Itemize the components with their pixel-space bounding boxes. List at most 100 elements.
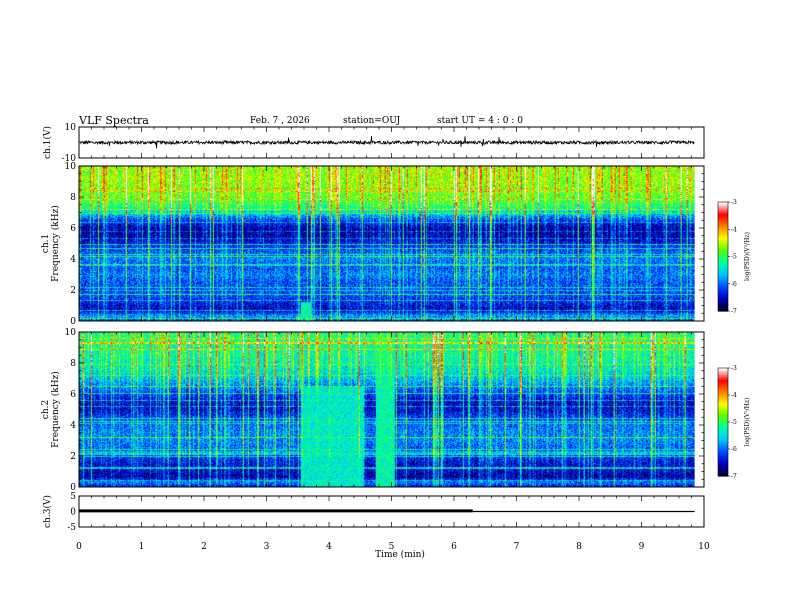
colorbar-segment [718, 265, 728, 268]
ch2-spectrogram-ytick-label: 0 [70, 483, 76, 493]
colorbar-segment [718, 234, 728, 238]
colorbar-segment [718, 465, 728, 468]
colorbar-segment [718, 294, 728, 298]
colorbar-segment [718, 402, 728, 405]
colorbar-tick-label: -5 [731, 254, 737, 261]
colorbar-segment [718, 261, 728, 265]
ch2-spectrogram-ytick-label: 10 [65, 328, 77, 338]
time-tick-label: 10 [698, 542, 710, 552]
ch2-spectrogram-ylabel-channel: ch.2 [41, 400, 51, 419]
ch3-ytick-label: 0 [70, 508, 76, 518]
ch3-level-line [79, 509, 695, 513]
colorbar-label: log(PSD)(V²/Hz) [744, 232, 751, 281]
colorbar-label: log(PSD)(V²/Hz) [744, 398, 751, 447]
colorbar-segment [718, 459, 728, 463]
ch3-axes: 5 0 -5 ch.3(V) [42, 492, 705, 533]
colorbar-segment [718, 231, 728, 234]
colorbar-segment [718, 202, 728, 205]
colorbar-segment [718, 393, 728, 396]
colorbar-segment [718, 243, 728, 247]
colorbar-segment [718, 285, 728, 288]
colorbar-segment [718, 303, 728, 307]
colorbar-segment [718, 205, 728, 209]
colorbar-segment [718, 212, 728, 216]
ch1-ytick-label: 10 [65, 123, 77, 133]
colorbar-segment [718, 449, 728, 452]
colorbar-segment [718, 292, 728, 296]
colorbar-segment [718, 461, 728, 464]
colorbar-segment [718, 271, 728, 274]
ch1-axes: 10 -10 ch.1(V) [42, 123, 705, 164]
colorbar-segment [718, 450, 728, 454]
colorbar-segment [718, 438, 728, 441]
time-axis-label: Time (min) [375, 549, 425, 560]
colorbar-segment [718, 296, 728, 299]
ch1-spectrogram-panel: 0 2 4 6 8 10 ch.1 Frequency (kHz) [41, 162, 705, 327]
time-tick-label: 5 [389, 542, 395, 552]
time-tick-label: 9 [639, 542, 645, 552]
colorbar-segment [718, 427, 728, 430]
colorbar-segment [718, 281, 728, 285]
colorbar-segment [718, 429, 728, 432]
colorbar-segment [718, 458, 728, 461]
ch1-panel: 10 -10 ch.1(V) [42, 123, 705, 164]
time-tick-label: 1 [139, 542, 145, 552]
ch3-ytick-label: -5 [67, 523, 76, 533]
colorbar-segment [718, 301, 728, 305]
colorbar-segment [718, 456, 728, 459]
colorbar-segment [718, 240, 728, 243]
time-tick-label: 3 [264, 542, 270, 552]
colorbar-segment [718, 227, 728, 230]
colorbar-segment [718, 307, 728, 310]
colorbar-segment [718, 440, 728, 443]
ch1-ylabel: ch.1(V) [42, 126, 53, 159]
colorbar-segment [718, 445, 728, 448]
colorbar-segment [718, 238, 728, 241]
colorbar-segment [718, 241, 728, 245]
colorbar-segment [718, 252, 728, 256]
date-label: Feb. 7 , 2026 [250, 116, 310, 126]
colorbar-segment [718, 272, 728, 276]
ch2-spectrogram-ytick-label: 8 [70, 359, 76, 369]
colorbar-segment [718, 387, 728, 391]
colorbar-segment [718, 305, 728, 308]
colorbar-segment [718, 384, 728, 387]
colorbar-segment [718, 405, 728, 409]
ch3-ylabel: ch.3(V) [42, 495, 53, 528]
colorbar-segment [718, 409, 728, 412]
colorbar-tick-label: -4 [731, 226, 737, 233]
colorbar-segment [718, 395, 728, 398]
ch1-spectrogram-ylabel-channel: ch.1 [41, 234, 51, 253]
ch1-spectrogram-image [79, 166, 695, 321]
colorbar-segment [718, 278, 728, 281]
colorbar-segment [718, 431, 728, 434]
colorbar-segment [718, 298, 728, 301]
time-axis: 0 1 2 3 4 5 6 7 8 9 10 [76, 542, 710, 552]
ch1-spectrogram-ytick-label: 10 [65, 162, 77, 172]
colorbar-segment [718, 436, 728, 439]
colorbar-segment [718, 225, 728, 229]
colorbar-segment [718, 400, 728, 403]
colorbar-segment [718, 220, 728, 223]
colorbar-segment [718, 254, 728, 258]
colorbar-tick-label: -6 [731, 281, 737, 288]
ch1-spectrogram-axes: 0 2 4 6 8 10 ch.1 Frequency (kHz) [41, 162, 705, 327]
colorbar-segment [718, 468, 728, 472]
colorbar-segment [718, 472, 728, 475]
colorbar-segment [718, 289, 728, 292]
colorbar-segment [718, 380, 728, 383]
colorbar-segment [718, 309, 728, 312]
time-tick-label: 0 [76, 542, 82, 552]
colorbar-segment [718, 474, 728, 477]
colorbar-segment [718, 411, 728, 414]
colorbar-segment [718, 245, 728, 249]
time-tick-label: 2 [201, 542, 207, 552]
ch2-spectrogram-image [79, 332, 695, 487]
ch2-colorbar: -3 -4 -5 -6 -7 log(PSD)(V²/Hz) [717, 365, 751, 480]
colorbar-segment [718, 247, 728, 250]
ch1-spectrogram-ytick-label: 6 [70, 224, 76, 234]
colorbar-segment [718, 441, 728, 445]
colorbar-segment [718, 467, 728, 470]
ch2-spectrogram-panel: 0 2 4 6 8 10 ch.2 Frequency (kHz) [41, 328, 705, 493]
